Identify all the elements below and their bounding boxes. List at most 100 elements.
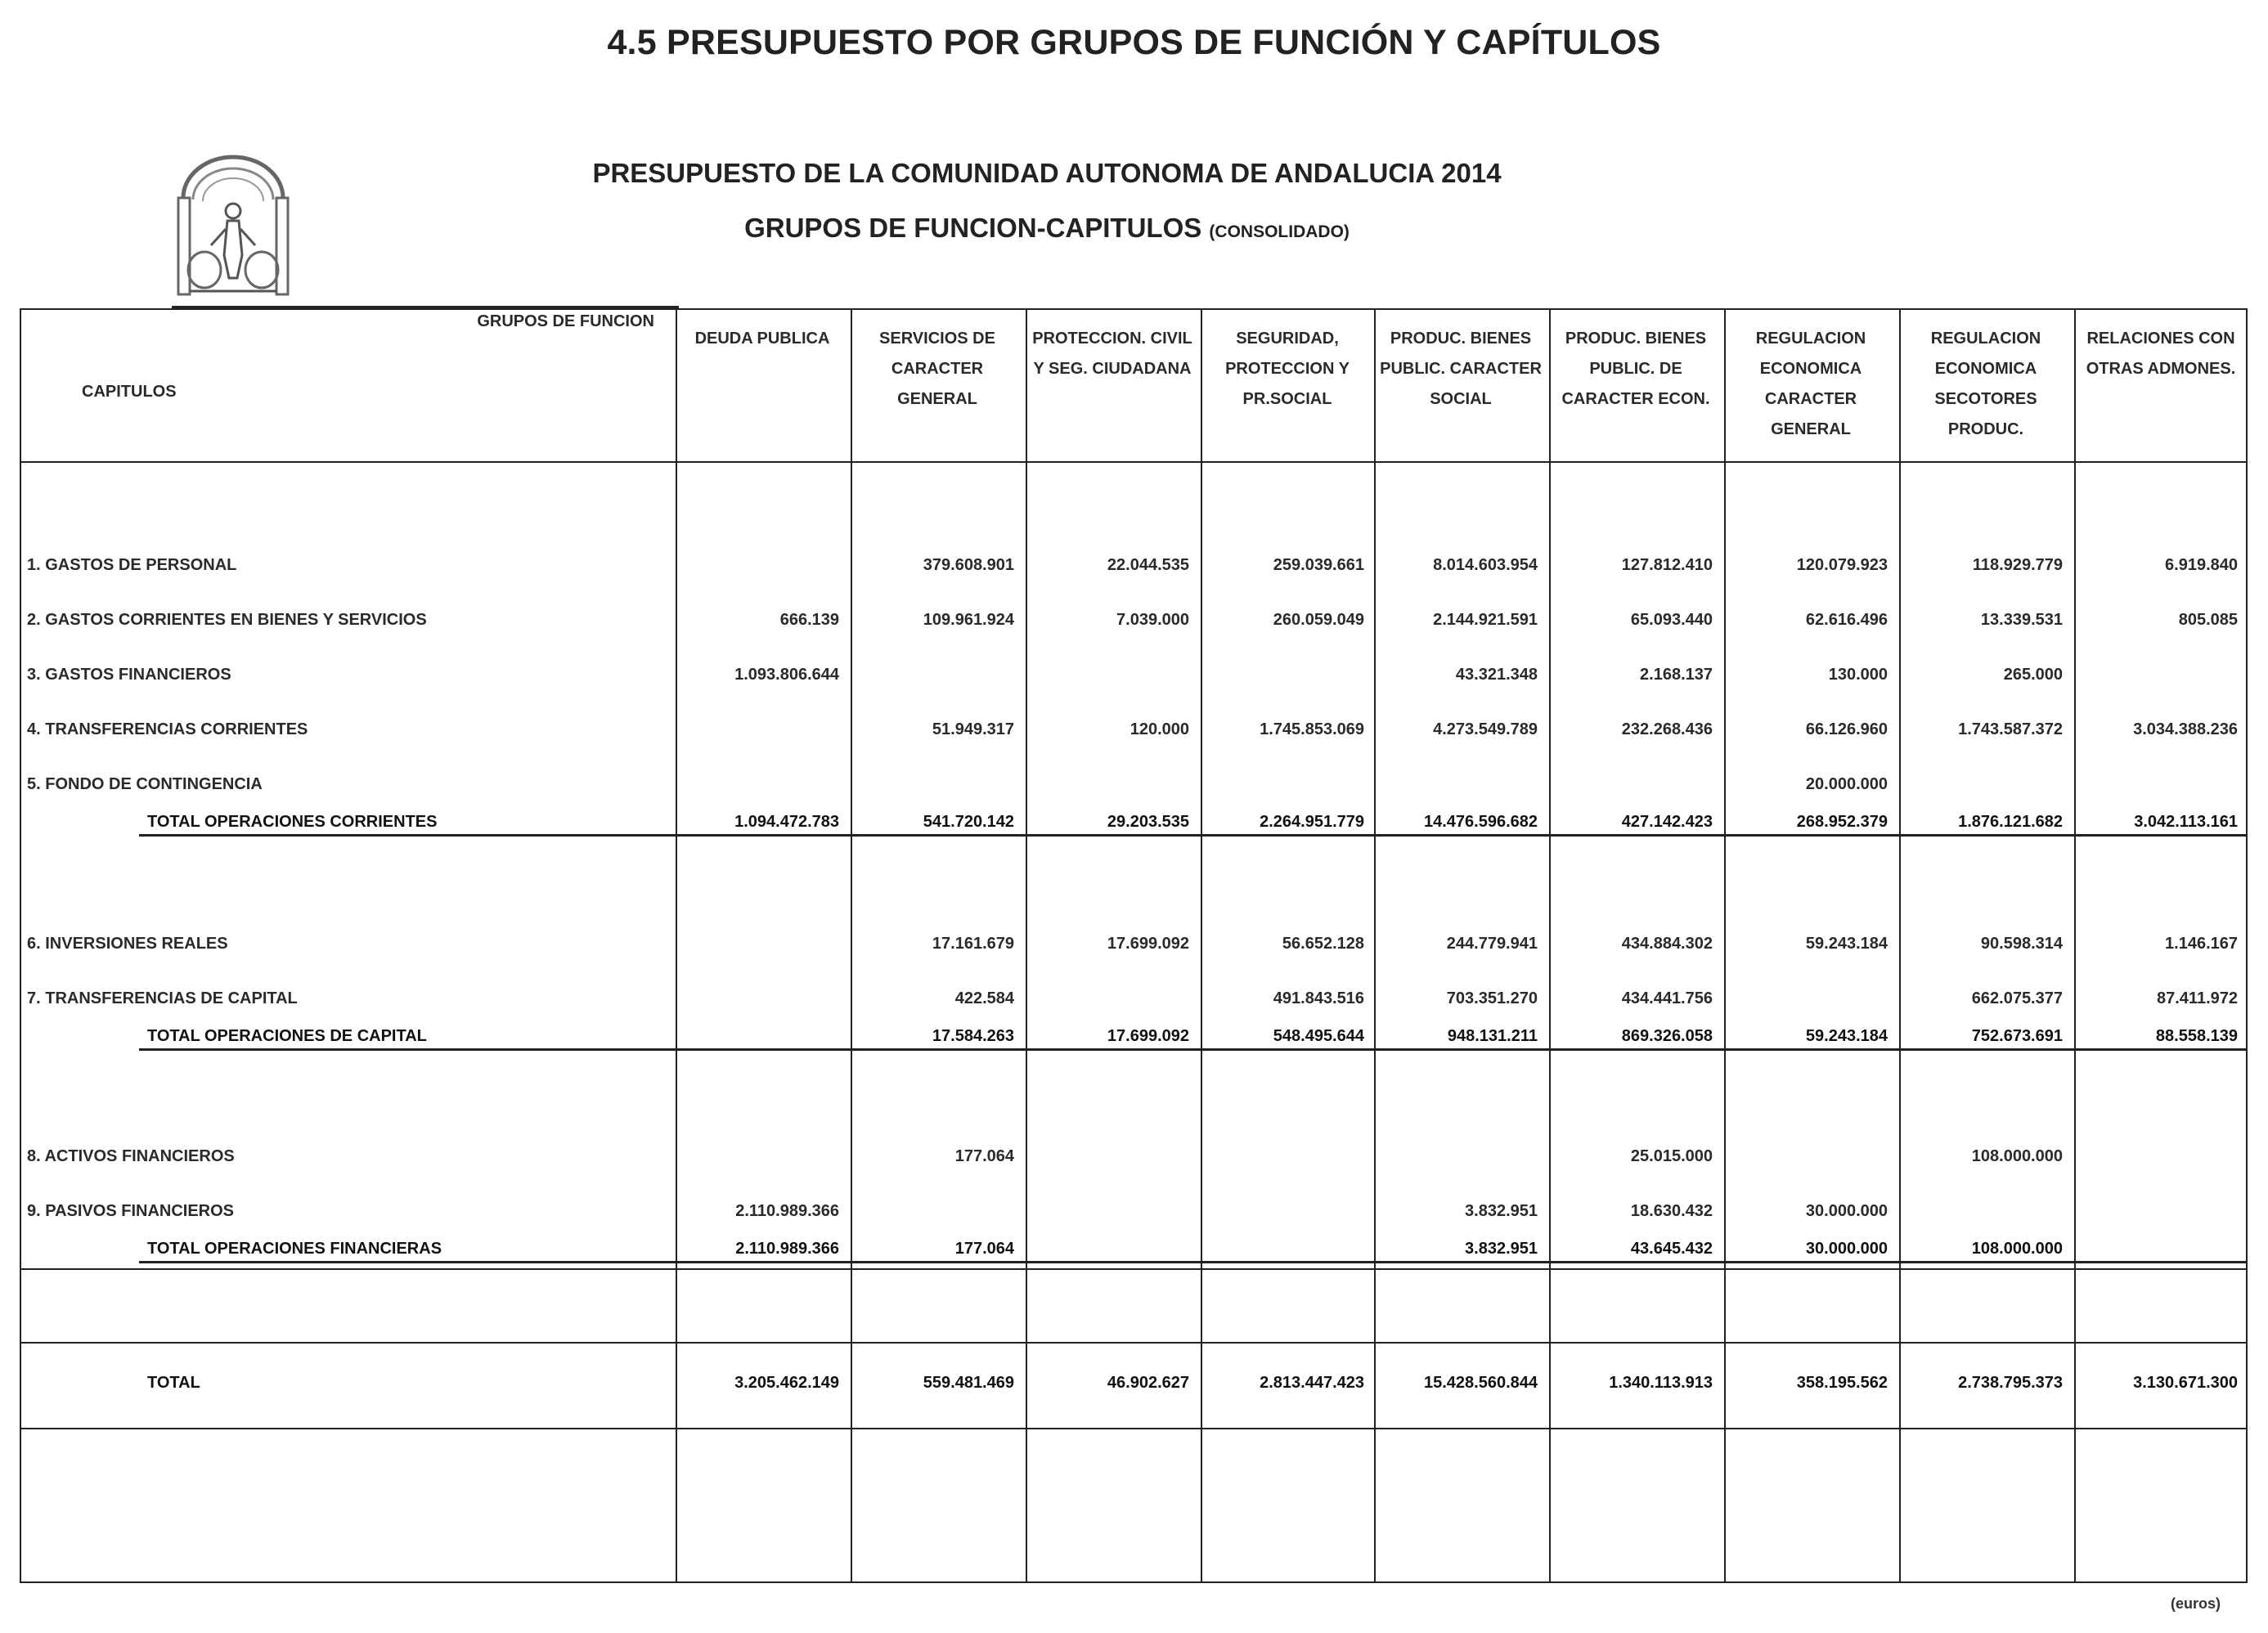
- column-header-line: CARACTER ECON.: [1561, 390, 1710, 408]
- value-cell: 260.059.049: [1273, 611, 1364, 629]
- total-cell: 2.813.447.423: [1260, 1374, 1364, 1392]
- value-cell: 118.929.779: [1972, 556, 2063, 574]
- value-cell: 491.843.516: [1273, 989, 1364, 1007]
- row-divider: [20, 1268, 2248, 1270]
- value-cell: 379.608.901: [923, 556, 1014, 574]
- chapter-row-label: 1. GASTOS DE PERSONAL: [27, 556, 237, 574]
- total-cell: 15.428.560.844: [1423, 1374, 1538, 1392]
- total-cell: 3.205.462.149: [734, 1374, 839, 1392]
- value-cell: 244.779.941: [1446, 935, 1538, 953]
- column-header-line: PRODUC. BIENES: [1390, 330, 1532, 348]
- column-header: PRODUC. BIENES PUBLIC. CARACTER SOCIAL: [1374, 324, 1547, 415]
- total-cell: 548.495.644: [1273, 1027, 1364, 1045]
- column-header-line: DEUDA PUBLICA: [694, 330, 830, 348]
- value-cell: 59.243.184: [1805, 935, 1888, 953]
- value-cell: 1.745.853.069: [1260, 720, 1364, 738]
- column-header: RELACIONES CON OTRAS ADMONES.: [2074, 324, 2248, 384]
- value-cell: 703.351.270: [1446, 989, 1538, 1007]
- value-cell: 17.161.679: [932, 935, 1014, 953]
- chapter-row-label: 9. PASIVOS FINANCIEROS: [27, 1202, 235, 1220]
- column-divider: [1549, 308, 1551, 1583]
- budget-table: [20, 308, 2248, 1583]
- total-cell: 30.000.000: [1805, 1240, 1888, 1258]
- column-header: REGULACION ECONOMICA CARACTER GENERAL: [1724, 324, 1897, 445]
- value-cell: 127.812.410: [1621, 556, 1713, 574]
- chapter-row-label: 8. ACTIVOS FINANCIEROS: [27, 1147, 235, 1165]
- column-header-line: RELACIONES CON: [2086, 330, 2235, 348]
- column-divider: [2074, 308, 2076, 1583]
- total-cell: 1.340.113.913: [1609, 1374, 1713, 1392]
- value-cell: 259.039.661: [1273, 556, 1364, 574]
- total-cell: 1.094.472.783: [734, 813, 839, 831]
- column-header-line: ECONOMICA: [1934, 360, 2037, 378]
- value-cell: 177.064: [954, 1147, 1014, 1165]
- value-cell: 56.652.128: [1282, 935, 1364, 953]
- column-header-line: PROTECCION. CIVIL: [1032, 330, 1192, 348]
- column-header-line: PUBLIC. DE: [1589, 360, 1682, 378]
- row-divider: [20, 461, 2248, 463]
- value-cell: 120.079.923: [1796, 556, 1888, 574]
- subtotal-rule: [139, 1261, 2248, 1263]
- value-cell: 20.000.000: [1805, 775, 1888, 793]
- chapter-row-label: 7. TRANSFERENCIAS DE CAPITAL: [27, 989, 298, 1007]
- subtotal-rule: [139, 834, 2248, 837]
- total-row-label: TOTAL: [147, 1374, 200, 1392]
- value-cell: 18.630.432: [1630, 1202, 1713, 1220]
- value-cell: 4.273.549.789: [1433, 720, 1538, 738]
- corner-header-chapters: CAPITULOS: [82, 383, 177, 401]
- column-header-line: SEGURIDAD,: [1236, 330, 1339, 348]
- total-cell: 948.131.211: [1447, 1027, 1538, 1045]
- chapter-row-label: 2. GASTOS CORRIENTES EN BIENES Y SERVICI…: [27, 611, 427, 629]
- value-cell: 2.168.137: [1640, 666, 1713, 684]
- subtotal-rule: [139, 1048, 2248, 1051]
- column-divider: [851, 308, 852, 1583]
- column-divider: [1026, 308, 1027, 1583]
- column-header: SERVICIOS DE CARACTER GENERAL: [851, 324, 1024, 415]
- chapter-row-label: 6. INVERSIONES REALES: [27, 935, 228, 953]
- column-header-line: PUBLIC. CARACTER: [1380, 360, 1542, 378]
- total-cell: 268.952.379: [1796, 813, 1888, 831]
- value-cell: 43.321.348: [1455, 666, 1538, 684]
- chapter-row-label: 4. TRANSFERENCIAS CORRIENTES: [27, 720, 308, 738]
- value-cell: 13.339.531: [1980, 611, 2063, 629]
- column-header-line: SECOTORES: [1934, 390, 2037, 408]
- value-cell: 30.000.000: [1805, 1202, 1888, 1220]
- row-divider: [20, 1342, 2248, 1344]
- total-cell: 3.130.671.300: [2133, 1374, 2238, 1392]
- column-header-line: REGULACION: [1930, 330, 2041, 348]
- column-header-line: CARACTER: [1764, 390, 1857, 408]
- row-divider: [20, 1428, 2248, 1429]
- document-section-title: GRUPOS DE FUNCION-CAPITULOS (CONSOLIDADO…: [245, 213, 1848, 244]
- value-cell: 51.949.317: [932, 720, 1014, 738]
- total-cell: 358.195.562: [1796, 1374, 1888, 1392]
- units-note: (euros): [2170, 1595, 2221, 1612]
- value-cell: 130.000: [1828, 666, 1888, 684]
- value-cell: 109.961.924: [923, 611, 1014, 629]
- column-header-line: PR.SOCIAL: [1242, 390, 1332, 408]
- value-cell: 17.699.092: [1107, 935, 1189, 953]
- column-divider: [676, 308, 677, 1583]
- column-header: DEUDA PUBLICA: [676, 324, 849, 354]
- total-cell: 88.558.139: [2155, 1027, 2238, 1045]
- value-cell: 90.598.314: [1980, 935, 2063, 953]
- total-cell: 17.699.092: [1107, 1027, 1189, 1045]
- total-cell: 46.902.627: [1107, 1374, 1189, 1392]
- value-cell: 2.144.921.591: [1433, 611, 1538, 629]
- column-header-line: SOCIAL: [1430, 390, 1492, 408]
- column-header: PRODUC. BIENES PUBLIC. DE CARACTER ECON.: [1549, 324, 1722, 415]
- value-cell: 25.015.000: [1630, 1147, 1713, 1165]
- column-header: SEGURIDAD, PROTECCION Y PR.SOCIAL: [1201, 324, 1374, 415]
- total-cell: 3.042.113.161: [2134, 813, 2238, 831]
- total-cell: 108.000.000: [1971, 1240, 2063, 1258]
- value-cell: 2.110.989.366: [735, 1202, 839, 1220]
- total-cell: 869.326.058: [1621, 1027, 1713, 1045]
- value-cell: 232.268.436: [1621, 720, 1713, 738]
- value-cell: 3.034.388.236: [2133, 720, 2238, 738]
- total-cell: 14.476.596.682: [1423, 813, 1538, 831]
- total-cell: 559.481.469: [923, 1374, 1014, 1392]
- value-cell: 7.039.000: [1116, 611, 1189, 629]
- total-row-label: TOTAL OPERACIONES FINANCIERAS: [147, 1240, 442, 1258]
- total-cell: 17.584.263: [932, 1027, 1014, 1045]
- column-header-line: CARACTER: [891, 360, 984, 378]
- chapter-row-label: 5. FONDO DE CONTINGENCIA: [27, 775, 263, 793]
